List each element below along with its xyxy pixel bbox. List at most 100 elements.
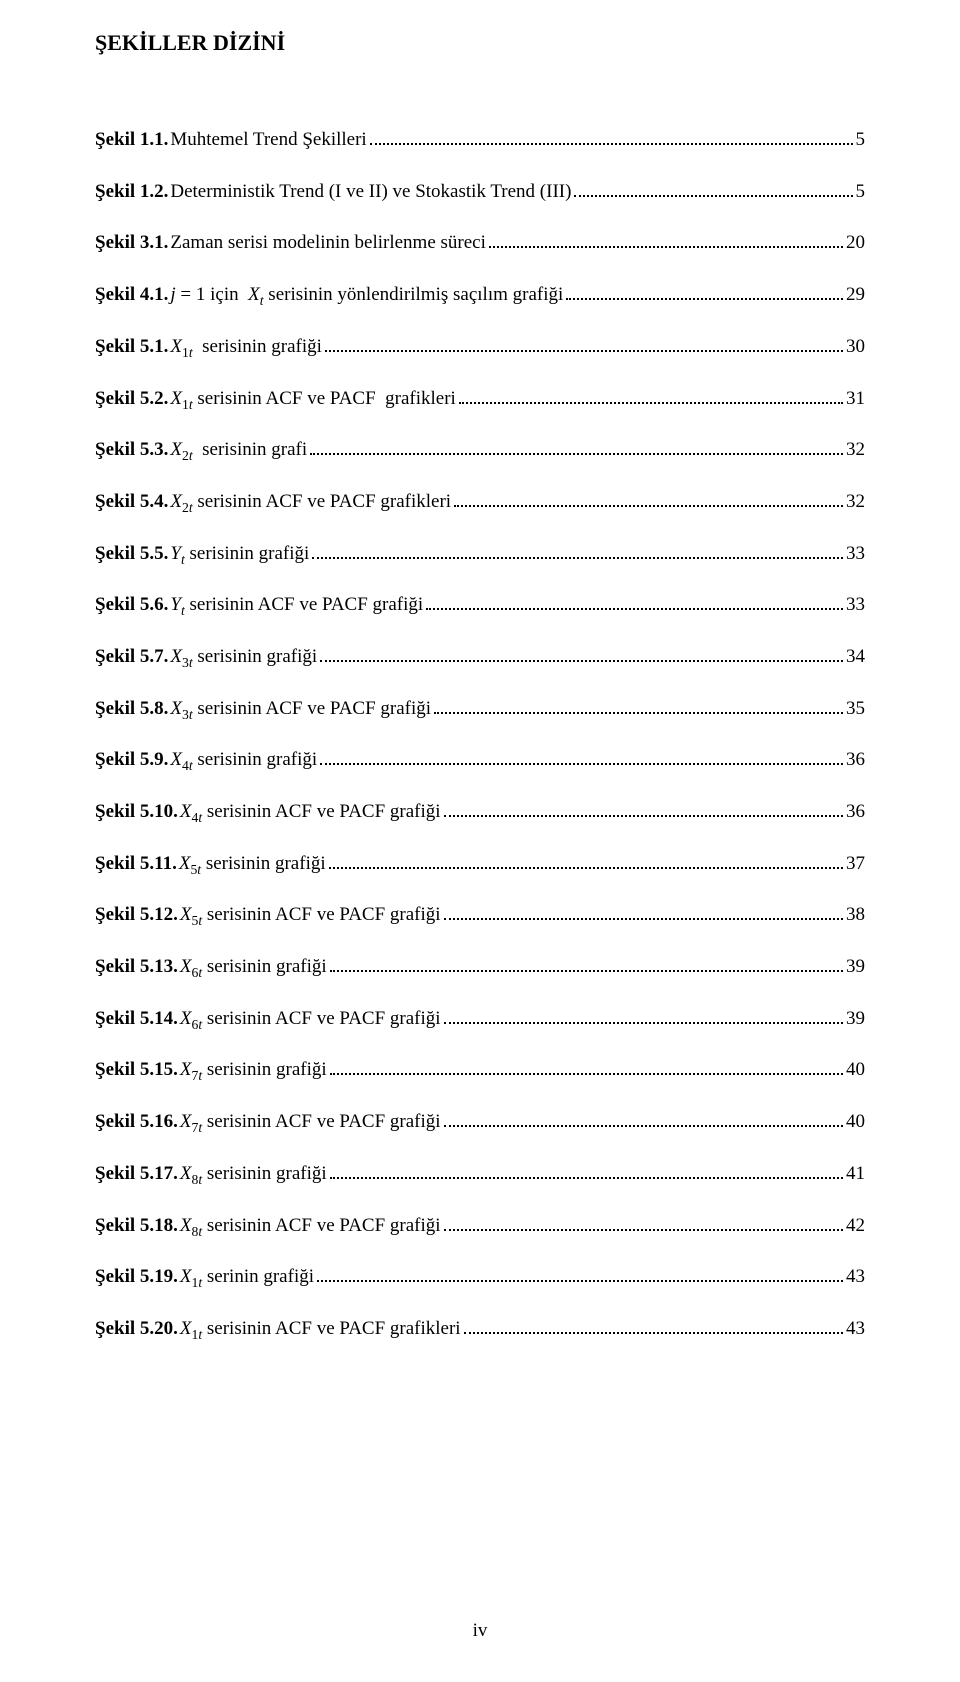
figure-label: Şekil 1.2. <box>95 179 168 206</box>
figure-entry: Şekil 5.6. Yt serisinin ACF ve PACF graf… <box>95 591 865 619</box>
figure-description: X1t serisinin grafiği <box>170 334 322 361</box>
dot-leader <box>444 1005 843 1024</box>
figure-label: Şekil 4.1. <box>95 282 168 309</box>
figure-label: Şekil 5.8. <box>95 696 168 723</box>
figure-page-number: 38 <box>846 902 865 929</box>
figure-description: X3t serisinin grafiği <box>170 644 317 671</box>
figure-entry: Şekil 1.1. Muhtemel Trend Şekilleri 5 <box>95 126 865 154</box>
figure-description: Yt serisinin grafiği <box>170 541 309 568</box>
figure-description: X8t serisinin ACF ve PACF grafiği <box>180 1213 441 1240</box>
dot-leader <box>459 384 843 403</box>
figure-entry: Şekil 5.13. X6t serisinin grafiği39 <box>95 953 865 981</box>
dot-leader <box>312 540 843 559</box>
dot-leader <box>426 591 843 610</box>
figure-description: X4t serisinin ACF ve PACF grafiği <box>180 799 441 826</box>
dot-leader <box>325 333 843 352</box>
figure-description: Zaman serisi modelinin belirlenme süreci <box>170 230 486 257</box>
figure-description: X6t serisinin ACF ve PACF grafiği <box>180 1006 441 1033</box>
dot-leader <box>566 281 843 300</box>
dot-leader <box>330 1056 843 1075</box>
dot-leader <box>454 488 843 507</box>
figure-entry: Şekil 1.2. Deterministik Trend (I ve II)… <box>95 178 865 206</box>
figure-label: Şekil 5.4. <box>95 489 168 516</box>
figure-label: Şekil 5.5. <box>95 541 168 568</box>
document-page: ŞEKİLLER DİZİNİ Şekil 1.1. Muhtemel Tren… <box>0 0 960 1682</box>
dot-leader <box>489 229 843 248</box>
figure-entry: Şekil 5.7. X3t serisinin grafiği 34 <box>95 643 865 671</box>
figure-entry: Şekil 3.1. Zaman serisi modelinin belirl… <box>95 229 865 257</box>
figure-label: Şekil 5.6. <box>95 592 168 619</box>
figure-label: Şekil 5.11. <box>95 851 177 878</box>
dot-leader <box>444 901 843 920</box>
figure-description: X7t serisinin grafiği <box>180 1057 327 1084</box>
figure-page-number: 43 <box>846 1264 865 1291</box>
figure-page-number: 33 <box>846 541 865 568</box>
figure-page-number: 32 <box>846 489 865 516</box>
figure-entry: Şekil 5.20. X1t serisinin ACF ve PACF gr… <box>95 1315 865 1343</box>
figure-label: Şekil 5.10. <box>95 799 178 826</box>
dot-leader <box>434 695 843 714</box>
figure-label: Şekil 5.1. <box>95 334 168 361</box>
figure-label: Şekil 1.1. <box>95 127 168 154</box>
figure-description: X3t serisinin ACF ve PACF grafiği <box>170 696 431 723</box>
figure-label: Şekil 5.7. <box>95 644 168 671</box>
figure-entry: Şekil 5.8. X3t serisinin ACF ve PACF gra… <box>95 695 865 723</box>
figure-page-number: 36 <box>846 747 865 774</box>
figure-page-number: 39 <box>846 954 865 981</box>
figure-entry: Şekil 5.12. X5t serisinin ACF ve PACF gr… <box>95 901 865 929</box>
figure-description: X5t serisinin ACF ve PACF grafiği <box>180 902 441 929</box>
figure-page-number: 5 <box>856 179 866 206</box>
figure-entry: Şekil 5.17. X8t serisinin grafiği41 <box>95 1160 865 1188</box>
figure-description: Yt serisinin ACF ve PACF grafiği <box>170 592 423 619</box>
figure-entry: Şekil 5.14. X6t serisinin ACF ve PACF gr… <box>95 1005 865 1033</box>
figure-page-number: 31 <box>846 386 865 413</box>
figure-page-number: 29 <box>846 282 865 309</box>
figure-page-number: 37 <box>846 851 865 878</box>
figure-label: Şekil 5.15. <box>95 1057 178 1084</box>
figure-label: Şekil 5.12. <box>95 902 178 929</box>
figure-description: Muhtemel Trend Şekilleri <box>170 127 366 154</box>
figure-description: X1t serisinin ACF ve PACF grafikleri <box>180 1316 461 1343</box>
figure-entry: Şekil 5.2. X1t serisinin ACF ve PACF gra… <box>95 384 865 412</box>
dot-leader <box>330 1160 843 1179</box>
figure-description: X1t serinin grafiği <box>180 1264 314 1291</box>
dot-leader <box>329 850 843 869</box>
figure-page-number: 33 <box>846 592 865 619</box>
dot-leader <box>444 1108 843 1127</box>
dot-leader <box>370 126 853 145</box>
dot-leader <box>444 798 843 817</box>
figures-list: Şekil 1.1. Muhtemel Trend Şekilleri5Şeki… <box>95 126 865 1343</box>
dot-leader <box>444 1211 843 1230</box>
figure-label: Şekil 3.1. <box>95 230 168 257</box>
figure-entry: Şekil 5.1. X1t serisinin grafiği 30 <box>95 333 865 361</box>
figure-description: X5t serisinin grafiği <box>179 851 326 878</box>
figure-page-number: 43 <box>846 1316 865 1343</box>
figure-page-number: 39 <box>846 1006 865 1033</box>
figure-label: Şekil 5.14. <box>95 1006 178 1033</box>
figure-label: Şekil 5.19. <box>95 1264 178 1291</box>
figure-entry: Şekil 5.3. X2t serisinin grafi 32 <box>95 436 865 464</box>
figure-page-number: 20 <box>846 230 865 257</box>
figure-entry: Şekil 5.11. X5t serisinin grafiği 37 <box>95 850 865 878</box>
figure-page-number: 30 <box>846 334 865 361</box>
page-title: ŞEKİLLER DİZİNİ <box>95 30 865 56</box>
dot-leader <box>330 953 843 972</box>
figure-entry: Şekil 5.19. X1t serinin grafiği 43 <box>95 1263 865 1291</box>
dot-leader <box>574 178 852 197</box>
figure-entry: Şekil 5.10. X4t serisinin ACF ve PACF gr… <box>95 798 865 826</box>
figure-page-number: 5 <box>856 127 866 154</box>
figure-page-number: 42 <box>846 1213 865 1240</box>
figure-entry: Şekil 5.5. Yt serisinin grafiği 33 <box>95 540 865 568</box>
figure-description: X2t serisinin grafi <box>170 437 307 464</box>
figure-page-number: 41 <box>846 1161 865 1188</box>
figure-page-number: 34 <box>846 644 865 671</box>
figure-description: Deterministik Trend (I ve II) ve Stokast… <box>170 179 571 206</box>
figure-label: Şekil 5.3. <box>95 437 168 464</box>
figure-label: Şekil 5.20. <box>95 1316 178 1343</box>
figure-page-number: 32 <box>846 437 865 464</box>
figure-description: X4t serisinin grafiği <box>170 747 317 774</box>
figure-entry: Şekil 5.9. X4t serisinin grafiği36 <box>95 746 865 774</box>
dot-leader <box>320 746 843 765</box>
figure-page-number: 40 <box>846 1057 865 1084</box>
figure-entry: Şekil 5.15. X7t serisinin grafiği 40 <box>95 1056 865 1084</box>
